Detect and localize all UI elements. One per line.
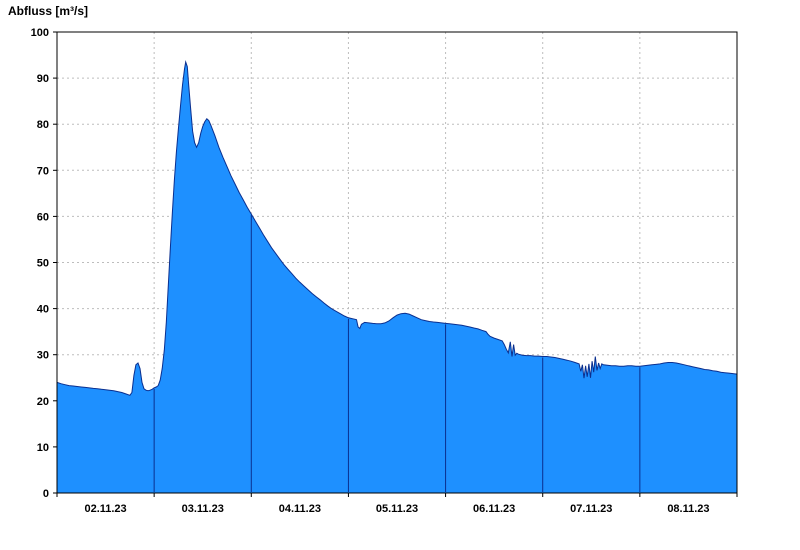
svg-text:40: 40 — [37, 304, 49, 316]
svg-text:90: 90 — [37, 73, 49, 85]
svg-text:60: 60 — [37, 211, 49, 223]
svg-text:08.11.23: 08.11.23 — [667, 503, 709, 515]
svg-text:06.11.23: 06.11.23 — [473, 503, 515, 515]
svg-text:50: 50 — [37, 258, 49, 270]
svg-text:100: 100 — [31, 27, 49, 39]
chart-title: Abfluss [m³/s] — [8, 4, 89, 18]
svg-text:02.11.23: 02.11.23 — [84, 503, 126, 515]
svg-text:03.11.23: 03.11.23 — [182, 503, 224, 515]
svg-text:20: 20 — [37, 396, 49, 408]
svg-text:05.11.23: 05.11.23 — [376, 503, 418, 515]
svg-text:30: 30 — [37, 350, 49, 362]
svg-text:10: 10 — [37, 442, 49, 454]
svg-text:04.11.23: 04.11.23 — [279, 503, 321, 515]
svg-text:0: 0 — [43, 488, 49, 500]
svg-text:80: 80 — [37, 119, 49, 131]
svg-text:70: 70 — [37, 165, 49, 177]
svg-text:07.11.23: 07.11.23 — [570, 503, 612, 515]
